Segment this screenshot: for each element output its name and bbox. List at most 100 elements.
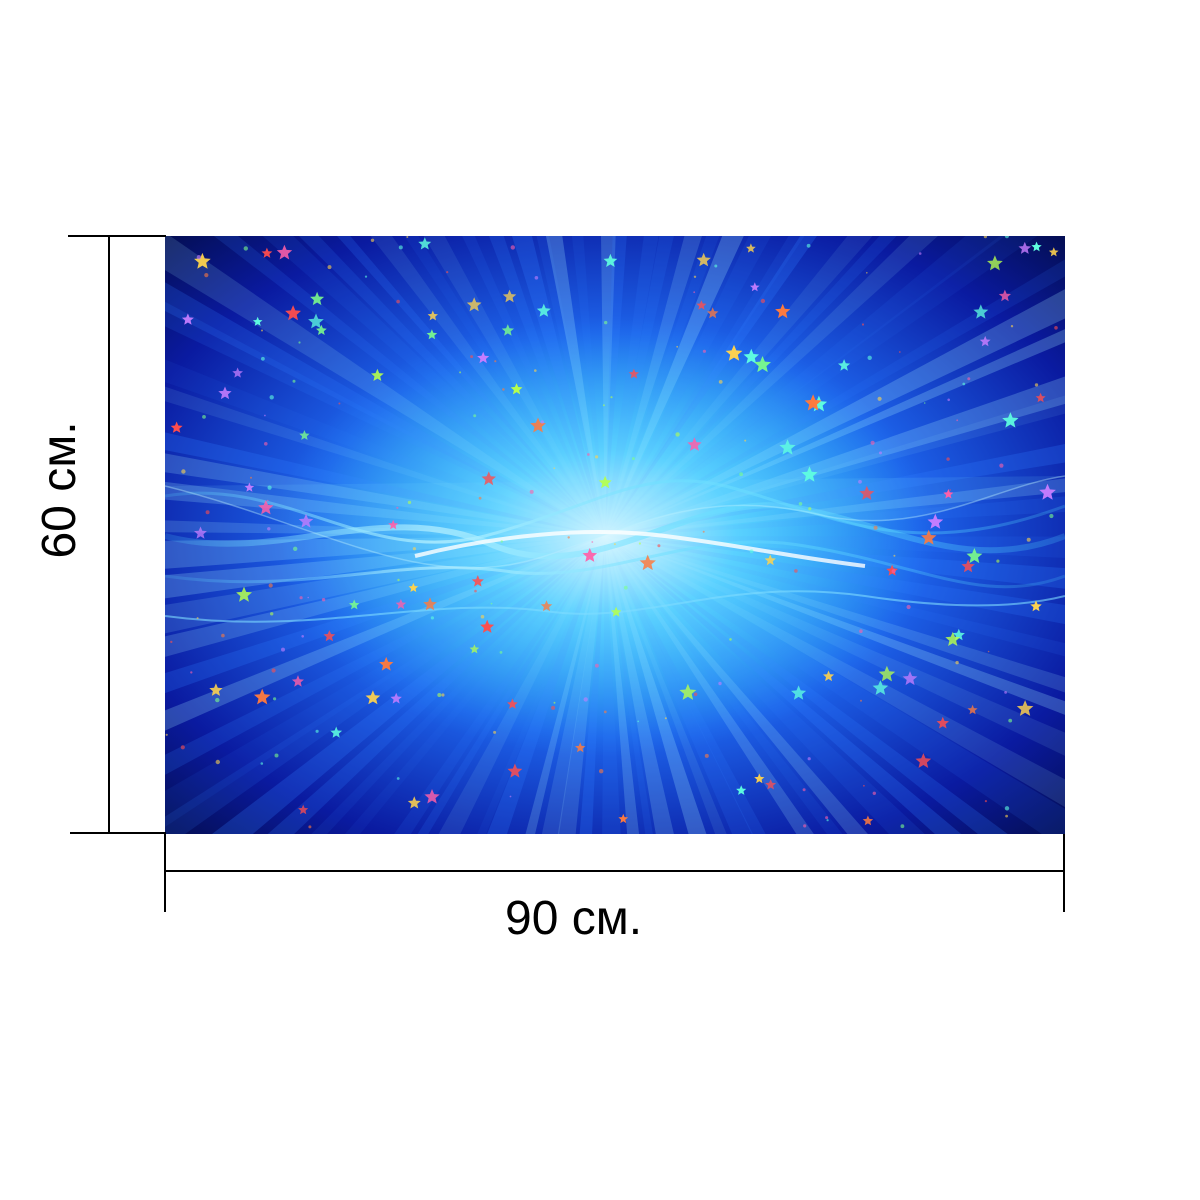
confetti-dot <box>794 569 798 573</box>
confetti-dot <box>260 762 264 765</box>
star-icon <box>507 698 518 709</box>
star-icon <box>979 335 991 347</box>
confetti-dot <box>923 402 926 404</box>
confetti-dot <box>704 753 709 758</box>
star-icon <box>987 255 1003 271</box>
confetti-dot <box>534 369 537 372</box>
star-icon <box>477 351 490 364</box>
confetti-dot <box>1004 691 1007 694</box>
star-icon <box>181 313 194 325</box>
confetti-dot <box>718 681 722 686</box>
star-icon <box>775 303 791 319</box>
confetti-dot <box>729 638 732 641</box>
height-dimension-line <box>108 236 110 834</box>
confetti-dot <box>250 476 252 479</box>
confetti-dot <box>637 720 640 723</box>
star-icon <box>902 671 918 686</box>
confetti-dot <box>412 547 416 551</box>
confetti-dot <box>702 349 707 353</box>
star-icon <box>349 599 360 610</box>
confetti-dot <box>657 544 661 548</box>
confetti-dot <box>478 496 482 500</box>
light-ray <box>605 536 843 834</box>
star-icon <box>480 619 495 633</box>
star-icon <box>253 688 271 705</box>
confetti-dot <box>398 245 403 250</box>
confetti-dot <box>480 614 485 619</box>
confetti-dot <box>739 472 743 477</box>
confetti-dot <box>595 663 599 668</box>
star-icon <box>859 485 875 500</box>
star-icon <box>1002 412 1019 428</box>
confetti-dot <box>1054 326 1058 330</box>
light-ray <box>462 236 605 536</box>
light-ray <box>605 536 868 834</box>
star-icon <box>920 529 937 545</box>
confetti-dot <box>274 753 279 758</box>
confetti-dot <box>664 717 667 720</box>
confetti-stars <box>165 236 1059 829</box>
confetti-dot <box>604 320 608 325</box>
confetti-dot <box>293 546 298 551</box>
star-icon <box>218 386 232 400</box>
confetti-dot <box>826 819 829 822</box>
confetti-dot <box>338 402 341 405</box>
confetti-dot <box>307 596 309 599</box>
star-icon <box>540 600 553 612</box>
star-icon <box>530 417 546 433</box>
star-icon <box>330 726 343 738</box>
star-icon <box>945 631 961 646</box>
star-icon <box>1048 247 1059 257</box>
star-icon <box>967 704 978 715</box>
confetti-dot <box>918 252 922 255</box>
confetti-dot <box>808 507 812 511</box>
star-icon <box>407 796 421 809</box>
confetti-dot <box>962 382 966 386</box>
star-icon <box>170 421 183 433</box>
confetti-dot <box>298 341 301 344</box>
confetti-dot <box>261 356 265 361</box>
star-icon <box>502 289 517 303</box>
confetti-dot <box>273 697 277 701</box>
confetti-dot <box>551 705 556 710</box>
confetti-dot <box>893 554 896 557</box>
confetti-dot <box>473 414 477 418</box>
confetti-dot <box>858 479 862 484</box>
confetti-dot <box>1004 236 1009 239</box>
confetti-dot <box>956 419 959 422</box>
confetti-dot <box>806 243 811 248</box>
confetti-dot <box>264 414 266 417</box>
height-label: 60 см. <box>33 421 86 559</box>
width-dimension-right-tick <box>1063 834 1065 912</box>
confetti-dot <box>540 420 544 424</box>
confetti-dot <box>898 351 901 353</box>
star-icon <box>779 439 796 455</box>
confetti-dot <box>1008 718 1013 723</box>
star-icon <box>915 753 932 768</box>
confetti-dot <box>996 559 1000 563</box>
star-icon <box>575 742 586 753</box>
confetti-dot <box>553 467 556 469</box>
confetti-dot <box>891 569 896 574</box>
star-icon <box>194 252 211 269</box>
star-icon <box>209 683 223 696</box>
confetti-dot <box>204 273 209 278</box>
confetti-dot <box>744 439 747 442</box>
star-icon <box>582 548 598 562</box>
star-icon <box>252 316 263 326</box>
star-icon <box>371 368 384 381</box>
confetti-dot <box>261 329 263 332</box>
star-icon <box>838 359 851 371</box>
confetti-dot <box>807 757 811 761</box>
star-icon <box>1018 241 1032 254</box>
confetti-dot <box>983 236 987 239</box>
confetti-dot <box>1010 325 1014 328</box>
confetti-dot <box>509 795 512 798</box>
confetti-dot <box>364 275 368 278</box>
confetti-dot <box>693 275 697 278</box>
confetti-dot <box>327 265 332 270</box>
star-icon <box>418 237 432 250</box>
star-icon <box>379 656 394 671</box>
confetti-dot <box>494 360 497 363</box>
star-icon <box>754 773 765 784</box>
